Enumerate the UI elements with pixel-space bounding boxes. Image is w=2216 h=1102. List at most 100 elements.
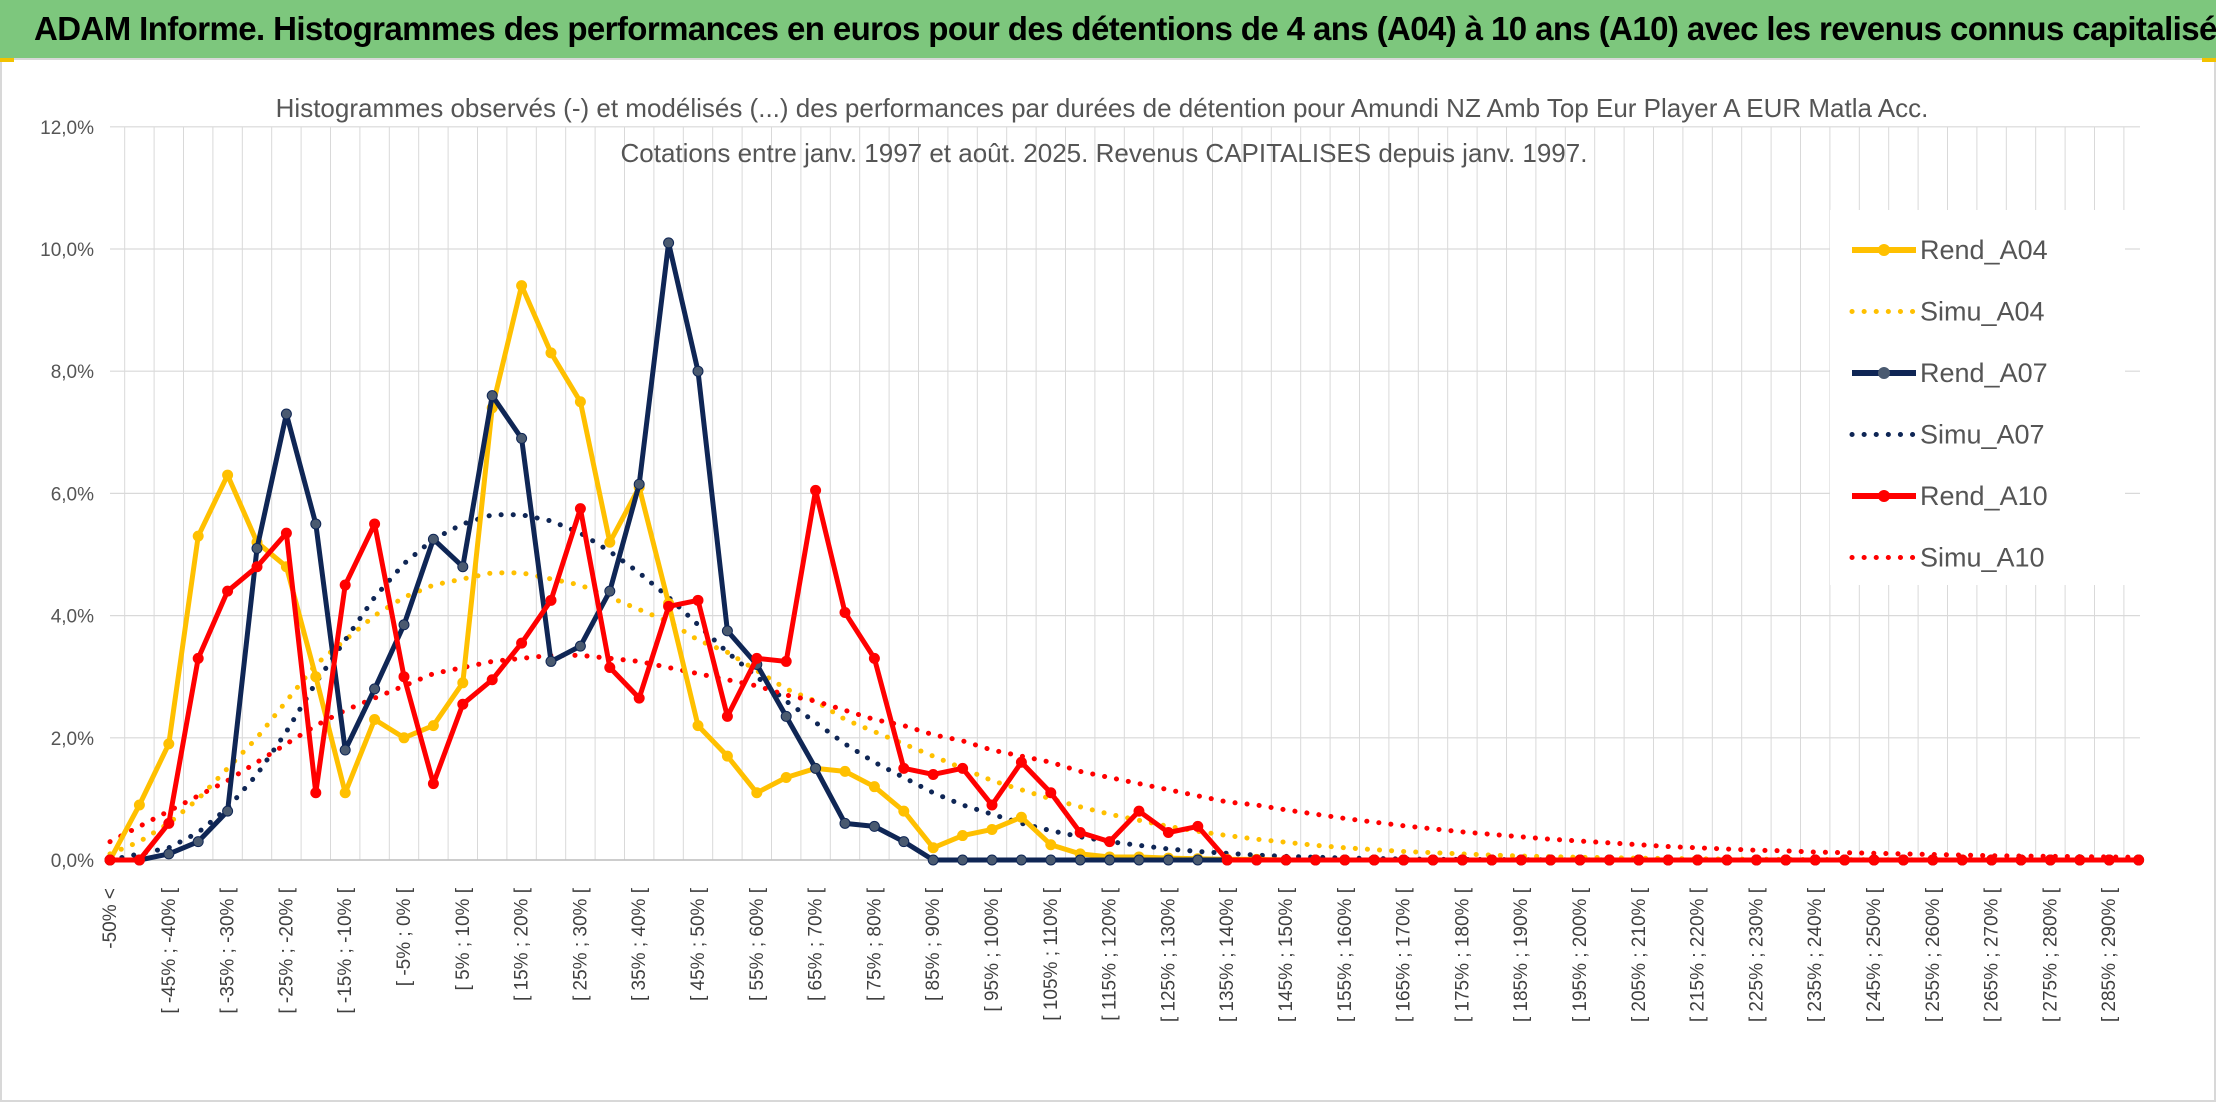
data-point-rend-a07	[633, 478, 645, 490]
data-point-rend-a07	[868, 820, 880, 832]
data-point-rend-a10	[1574, 854, 1586, 866]
data-point-rend-a10	[1721, 854, 1733, 866]
data-point-rend-a07	[280, 408, 292, 420]
data-point-rend-a07	[1015, 854, 1027, 866]
data-point-rend-a04	[369, 713, 381, 725]
data-point-rend-a04	[133, 799, 145, 811]
data-point-rend-a04	[721, 750, 733, 762]
data-point-rend-a04	[780, 772, 792, 784]
data-point-rend-a10	[721, 710, 733, 722]
data-point-rend-a10	[692, 594, 704, 606]
x-tick-label: [ 165% ; 170% [	[1394, 887, 1415, 1022]
data-point-rend-a07	[574, 640, 586, 652]
data-point-rend-a07	[1104, 854, 1116, 866]
data-point-rend-a10	[280, 527, 292, 539]
data-point-rend-a07	[516, 432, 528, 444]
data-point-rend-a10	[898, 762, 910, 774]
data-point-rend-a10	[1868, 854, 1880, 866]
data-point-rend-a07	[1192, 854, 1204, 866]
data-point-rend-a04	[957, 830, 969, 842]
data-point-rend-a10	[1133, 805, 1145, 817]
data-point-rend-a04	[222, 469, 234, 481]
x-tick-label: [ 235% ; 240% [	[1805, 887, 1826, 1022]
data-point-rend-a04	[574, 396, 586, 408]
x-tick-label: -50% <	[100, 888, 121, 949]
data-point-rend-a04	[516, 280, 528, 292]
chart-title: Histogrammes observés (-) et modélisés (…	[276, 93, 1929, 123]
data-point-rend-a10	[192, 652, 204, 664]
legend-label: Rend_A10	[1920, 481, 2048, 511]
chart-legend: Rend_A04 Simu_A04 Rend_A07 Simu_A07 Rend_A10…	[1830, 210, 2125, 585]
x-tick-label: [ 115% ; 120% [	[1100, 887, 1121, 1020]
x-tick-label: [ 15% ; 20% [	[512, 887, 533, 1001]
data-point-rend-a10	[1456, 854, 1468, 866]
data-point-rend-a10	[1045, 787, 1057, 799]
data-point-rend-a07	[1074, 854, 1086, 866]
data-point-rend-a10	[1486, 854, 1498, 866]
data-point-rend-a10	[486, 674, 498, 686]
legend-label: Simu_A07	[1920, 420, 2045, 450]
x-tick-label: [ 285% ; 290% [	[2099, 887, 2120, 1022]
data-point-rend-a07	[163, 848, 175, 860]
x-tick-label: [ 5% ; 10% [	[453, 887, 474, 990]
x-tick-label: [ 275% ; 280% [	[2040, 887, 2061, 1022]
data-point-rend-a04	[163, 738, 175, 750]
x-tick-label: [ 95% ; 100% [	[982, 887, 1003, 1011]
legend-label: Rend_A07	[1920, 358, 2048, 388]
data-point-rend-a10	[1398, 854, 1410, 866]
data-point-rend-a10	[780, 655, 792, 667]
data-point-rend-a07	[780, 710, 792, 722]
x-tick-label: [ 45% ; 50% [	[688, 887, 709, 1001]
data-point-rend-a10	[574, 503, 586, 515]
data-point-rend-a07	[1133, 854, 1145, 866]
x-tick-label: [ -25% ; -20% [	[276, 887, 297, 1013]
data-point-rend-a10	[1162, 827, 1174, 839]
data-point-rend-a10	[2074, 854, 2086, 866]
data-point-rend-a07	[721, 625, 733, 637]
data-point-rend-a04	[751, 787, 763, 799]
chart-subtitle: Cotations entre janv. 1997 et août. 2025…	[621, 138, 1588, 168]
data-point-rend-a04	[545, 347, 557, 359]
x-tick-label: [ 85% ; 90% [	[923, 887, 944, 1001]
data-point-rend-a07	[251, 542, 263, 554]
data-point-rend-a10	[339, 579, 351, 591]
chart-frame	[0, 58, 2216, 1102]
data-point-rend-a10	[1809, 854, 1821, 866]
legend-label: Rend_A04	[1920, 235, 2048, 265]
data-point-rend-a10	[1309, 854, 1321, 866]
x-tick-label: [ 75% ; 80% [	[864, 887, 885, 1001]
series-layer	[104, 237, 2145, 866]
y-axis: 0,0% 2,0% 4,0% 6,0% 8,0% 10,0% 12,0%	[40, 118, 2140, 872]
frame-corner-left	[0, 58, 14, 62]
data-point-rend-a04	[1045, 839, 1057, 851]
data-point-rend-a10	[663, 600, 675, 612]
data-point-rend-a07	[957, 854, 969, 866]
data-point-rend-a07	[604, 585, 616, 597]
x-tick-label: [ 25% ; 30% [	[570, 887, 591, 1001]
data-point-rend-a10	[457, 698, 469, 710]
data-point-rend-a10	[986, 799, 998, 811]
data-point-rend-a10	[868, 652, 880, 664]
data-point-rend-a07	[545, 655, 557, 667]
data-point-rend-a07	[398, 619, 410, 631]
data-point-rend-a04	[310, 671, 322, 683]
data-point-rend-a10	[1280, 854, 1292, 866]
data-point-rend-a04	[927, 842, 939, 854]
data-point-rend-a07	[310, 518, 322, 530]
data-point-rend-a10	[2133, 854, 2145, 866]
data-point-rend-a10	[133, 854, 145, 866]
data-point-rend-a10	[398, 671, 410, 683]
x-tick-label: [ 145% ; 150% [	[1276, 887, 1297, 1022]
data-point-rend-a10	[1339, 854, 1351, 866]
x-tick-label: [ 105% ; 110% [	[1041, 887, 1062, 1020]
data-point-rend-a10	[1897, 854, 1909, 866]
data-point-rend-a10	[927, 768, 939, 780]
x-tick-label: [ 155% ; 160% [	[1335, 887, 1356, 1022]
y-tick-label: 2,0%	[51, 729, 94, 750]
x-tick-label: [ 195% ; 200% [	[1570, 887, 1591, 1022]
data-point-rend-a04	[868, 781, 880, 793]
x-tick-label: [ 175% ; 180% [	[1452, 887, 1473, 1022]
data-point-rend-a10	[1074, 827, 1086, 839]
data-point-rend-a10	[1780, 854, 1792, 866]
